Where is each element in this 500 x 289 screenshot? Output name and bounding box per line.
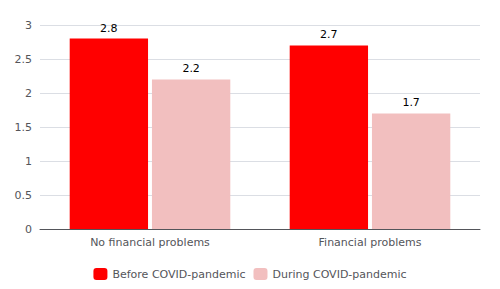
svg-text:Financial problems: Financial problems (319, 236, 422, 249)
svg-text:0: 0 (25, 223, 32, 236)
svg-text:No financial problems: No financial problems (90, 236, 210, 249)
svg-text:3: 3 (25, 19, 32, 32)
svg-text:During COVID-pandemic: During COVID-pandemic (272, 268, 406, 281)
svg-text:0.5: 0.5 (15, 189, 33, 202)
svg-text:1: 1 (25, 155, 32, 168)
svg-text:2.7: 2.7 (320, 28, 338, 41)
svg-text:2.8: 2.8 (100, 22, 118, 35)
svg-text:Before COVID-pandemic: Before COVID-pandemic (112, 268, 245, 281)
svg-text:1.7: 1.7 (402, 96, 420, 109)
svg-text:2.5: 2.5 (15, 53, 33, 66)
svg-text:1.5: 1.5 (15, 121, 33, 134)
svg-text:2: 2 (25, 87, 32, 100)
svg-text:2.2: 2.2 (182, 62, 200, 75)
